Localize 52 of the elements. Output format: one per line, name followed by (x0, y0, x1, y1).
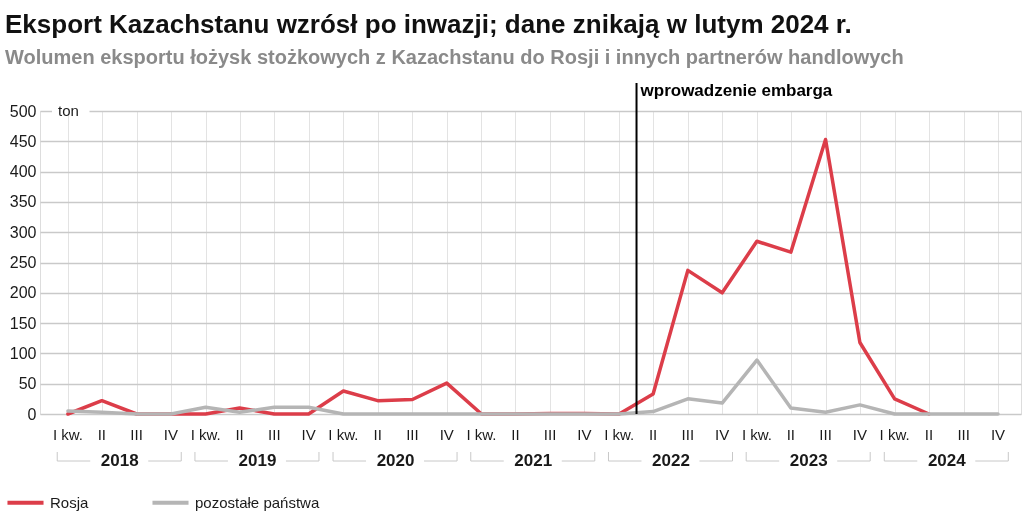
text: I kw. (52, 426, 83, 443)
y-tick-label: 100 (9, 344, 37, 362)
x-tick-label: 2023 (789, 450, 828, 470)
y-tick-label: 150 (9, 314, 37, 332)
text: II (373, 426, 382, 443)
y-tick-label: 250 (9, 254, 37, 271)
text: III (543, 426, 557, 443)
x-tick-label: 2024 (927, 450, 967, 470)
y-axis-title: ton (58, 102, 79, 119)
y-tick-label: 450 (9, 132, 37, 150)
text: II (786, 426, 796, 443)
x-tick-label: 2019 (238, 450, 277, 470)
text: III (130, 426, 143, 443)
text: III (681, 426, 695, 443)
text: II (511, 426, 520, 443)
text: I kw. (466, 426, 497, 443)
chart-subtitle: Wolumen eksportu łożysk stożkowych z Kazachstanu do Rosji i innych partnerów handlowych (5, 46, 904, 68)
text: II (924, 426, 934, 443)
text: III (406, 426, 419, 443)
text: IV (852, 426, 867, 443)
y-tick-label: 200 (9, 284, 37, 302)
x-tick-label: 2018 (100, 450, 139, 470)
legend-label: Rosja (50, 493, 90, 511)
y-tick-label: 500 (9, 102, 37, 120)
y-tick-label: 50 (18, 375, 37, 393)
x-tick-label: 2021 (514, 450, 553, 470)
y-tick-label: 300 (9, 223, 37, 241)
text: IV (439, 426, 454, 443)
text: I kw. (190, 426, 221, 443)
y-tick-label: 400 (9, 163, 37, 181)
text: I kw. (879, 426, 910, 443)
x-tick-label: 2022 (652, 450, 690, 470)
ref-line-label: wprowadzenie embarga (639, 81, 833, 100)
text: II (97, 426, 107, 443)
x-tick-label: 2020 (376, 450, 415, 470)
text: IV (301, 426, 316, 443)
text: III (819, 426, 832, 443)
text: I kw. (328, 426, 359, 443)
text: I kw. (604, 426, 635, 443)
chart-title: Eksport Kazachstanu wzrósł po inwazji; dane znikają w lutym 2024 r. (5, 9, 852, 39)
text: III (957, 426, 970, 443)
text: II (235, 426, 244, 443)
text: III (268, 426, 281, 443)
legend-label: pozostałe państwa (195, 493, 320, 511)
text: IV (715, 426, 730, 443)
y-tick-label: 350 (9, 193, 37, 211)
text: II (648, 426, 658, 443)
text: IV (577, 426, 592, 443)
text: IV (163, 426, 179, 443)
y-tick-label: 0 (27, 405, 37, 423)
text: I kw. (741, 426, 772, 443)
text: IV (990, 426, 1006, 443)
